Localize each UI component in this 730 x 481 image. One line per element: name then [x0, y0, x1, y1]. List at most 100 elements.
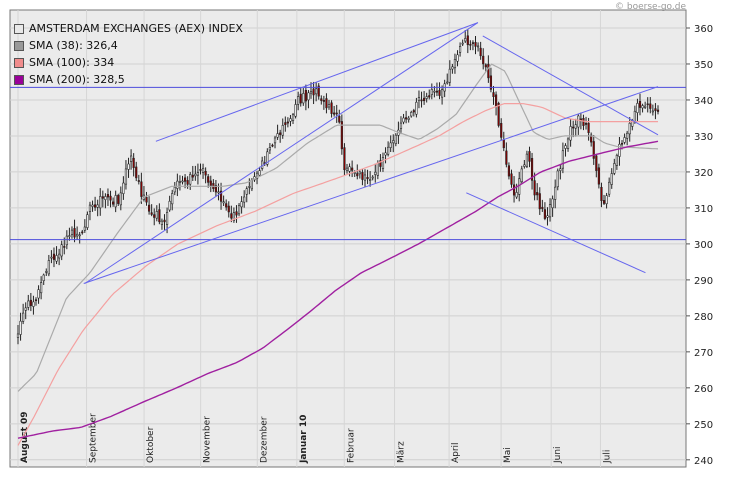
candle-body	[646, 103, 649, 106]
candle-body	[564, 145, 567, 149]
candle-body	[363, 174, 367, 181]
month-label: Dezember	[259, 416, 269, 463]
candle-body	[320, 98, 323, 101]
candle-body	[258, 170, 261, 176]
candle-body	[500, 123, 503, 138]
candle-body	[204, 171, 207, 176]
candle-body	[353, 172, 356, 174]
legend-label-index: AMSTERDAM EXCHANGES (AEX) INDEX	[29, 22, 243, 35]
candle-body	[602, 200, 606, 204]
candle-body	[644, 105, 647, 108]
candle-body	[523, 164, 526, 167]
candle-body	[194, 173, 197, 177]
legend-item-sma38: SMA (38): 326,4	[14, 37, 243, 54]
candle-body	[366, 176, 369, 180]
legend-label-sma100: SMA (100): 334	[29, 56, 115, 69]
sma-200-line	[17, 140, 659, 439]
candle-body	[94, 204, 97, 208]
candle-body	[83, 226, 86, 231]
candle-body	[60, 244, 63, 257]
candle-body	[412, 110, 415, 113]
candle-body	[595, 155, 598, 171]
candle-body	[132, 157, 135, 168]
candle-body	[417, 97, 421, 101]
candle-body	[45, 271, 48, 273]
candle-body	[448, 68, 451, 83]
candle-body	[536, 192, 539, 196]
candle-body	[122, 182, 125, 194]
candle-body	[29, 299, 32, 306]
candle-body	[34, 299, 38, 301]
candle-body	[415, 101, 418, 115]
x-axis-months: August 09 September Oktober November Dezembe…	[17, 10, 612, 467]
candle-body	[446, 81, 449, 84]
candle-body	[600, 186, 603, 201]
candle-body	[512, 184, 516, 196]
candle-body	[286, 121, 289, 124]
candle-body	[96, 204, 99, 208]
plot-area	[9, 9, 687, 468]
candle-body	[312, 88, 315, 96]
candle-body	[569, 126, 572, 141]
candle-body	[538, 193, 541, 210]
candle-body	[135, 166, 138, 179]
candle-body	[63, 246, 66, 248]
candle-body	[52, 253, 56, 260]
legend-item-sma100: SMA (100): 334	[14, 54, 243, 71]
y-tick-label: 310	[694, 204, 713, 215]
candle-body	[399, 122, 403, 129]
trend-line	[466, 192, 646, 274]
candle-body	[22, 312, 25, 322]
candle-body	[255, 172, 259, 180]
candle-body	[261, 160, 264, 169]
candle-body	[656, 109, 660, 112]
candle-body	[423, 97, 426, 102]
month-label: März	[397, 441, 407, 463]
source-credit: © boerse-go.de	[615, 2, 686, 12]
candle-body	[76, 233, 79, 237]
candle-body	[572, 126, 575, 129]
month-label: Juni	[553, 446, 563, 464]
candle-body	[309, 91, 313, 94]
candle-body	[610, 173, 613, 185]
legend-swatch-sma100	[14, 57, 24, 68]
candle-body	[201, 167, 205, 173]
candle-body	[351, 167, 354, 171]
candle-body	[543, 209, 547, 219]
candle-body	[214, 185, 218, 193]
month-label: Februar	[346, 428, 356, 463]
y-tick-label: 250	[694, 420, 713, 431]
candle-body	[302, 93, 305, 104]
candle-body	[608, 181, 611, 195]
candle-body	[58, 253, 61, 259]
candle-body	[315, 88, 318, 95]
candle-body	[384, 152, 387, 156]
sma-100-line	[17, 103, 658, 446]
candle-body	[225, 203, 228, 208]
candle-body	[623, 137, 626, 143]
candle-body	[590, 134, 593, 143]
candle-body	[528, 151, 531, 162]
month-label: September	[89, 413, 99, 463]
candle-body	[520, 168, 523, 183]
candle-body	[40, 282, 43, 294]
candle-body	[502, 139, 505, 149]
candle-body	[471, 42, 475, 44]
candle-body	[356, 173, 359, 177]
candle-body	[140, 181, 143, 197]
candle-body	[343, 147, 346, 171]
candle-body	[65, 235, 68, 246]
candle-body	[124, 168, 128, 185]
candle-body	[636, 103, 639, 113]
month-label: Juli	[602, 450, 612, 464]
candle-body	[633, 110, 636, 123]
candle-body	[348, 166, 351, 172]
candle-body	[620, 142, 624, 145]
candle-body	[376, 162, 379, 176]
candle-body	[16, 333, 20, 338]
candle-body	[248, 186, 251, 188]
candle-body	[119, 192, 122, 206]
candle-body	[284, 122, 287, 126]
y-tick-label: 350	[694, 60, 713, 71]
candle-body	[497, 102, 500, 126]
